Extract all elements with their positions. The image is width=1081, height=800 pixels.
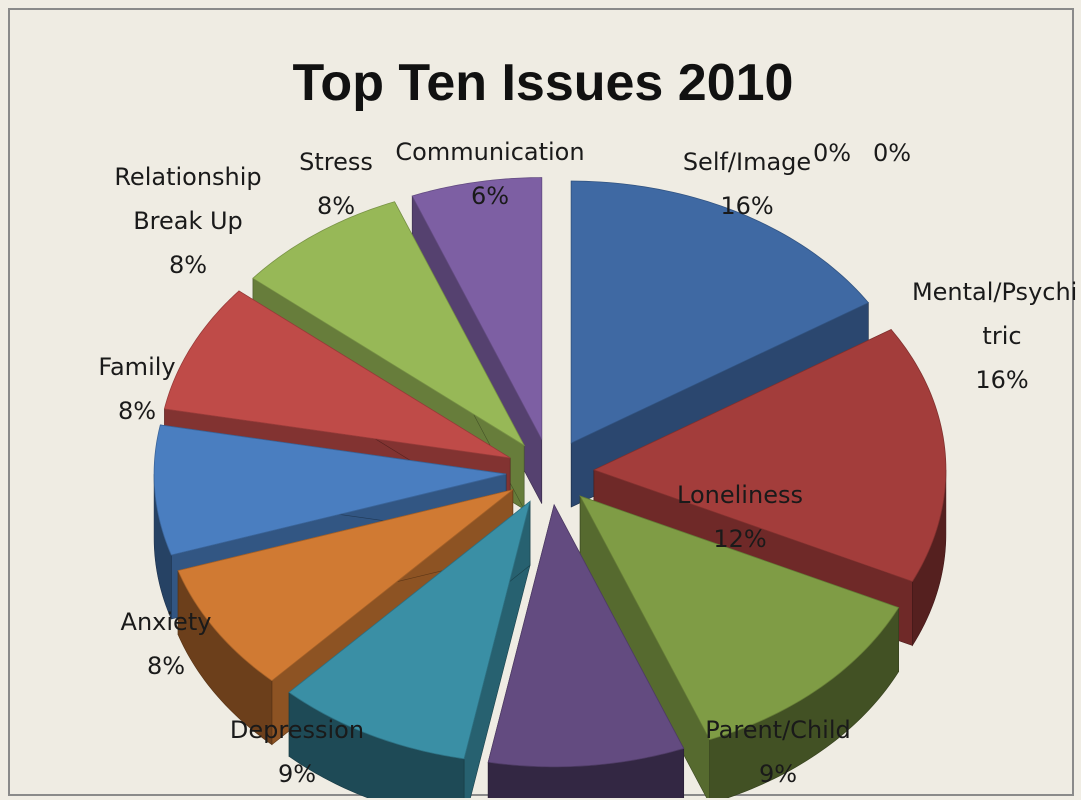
slice-label-anxiety: Anxiety 8% xyxy=(121,608,212,680)
slice-label-stress: Stress 8% xyxy=(299,148,373,220)
slice-label-mental-psychiatric: Mental/Psychia tric 16% xyxy=(912,278,1076,394)
slice-label-depression: Depression 9% xyxy=(230,716,364,788)
pie-chart: Top Ten Issues 2010 Self/Image 16% Mental/… xyxy=(98,54,1076,798)
pie-labels: Self/Image 16% Mental/Psychia tric 16% Loneli… xyxy=(98,138,1076,788)
slice-label-loneliness: Loneliness 12% xyxy=(677,481,803,553)
slice-label-parent-child: Parent/Child 9% xyxy=(705,716,850,788)
pie-slice-loneliness xyxy=(579,495,900,798)
zero-value-label: 0% xyxy=(873,139,911,167)
chart-title: Top Ten Issues 2010 xyxy=(293,54,794,112)
slice-label-family: Family 8% xyxy=(98,353,175,425)
pie-slices xyxy=(153,177,947,798)
pie-slice-parent-child xyxy=(487,503,685,798)
pie-slice-depression xyxy=(288,500,531,798)
slice-label-communication: Communication 6% xyxy=(395,138,584,210)
slice-label-self-image: Self/Image 16% xyxy=(683,148,811,220)
slice-label-relationship-break-up: Relationship Break Up 8% xyxy=(114,163,261,279)
zero-value-label: 0% xyxy=(813,139,851,167)
chart-frame: Top Ten Issues 2010 Self/Image 16% Mental/… xyxy=(8,8,1076,798)
